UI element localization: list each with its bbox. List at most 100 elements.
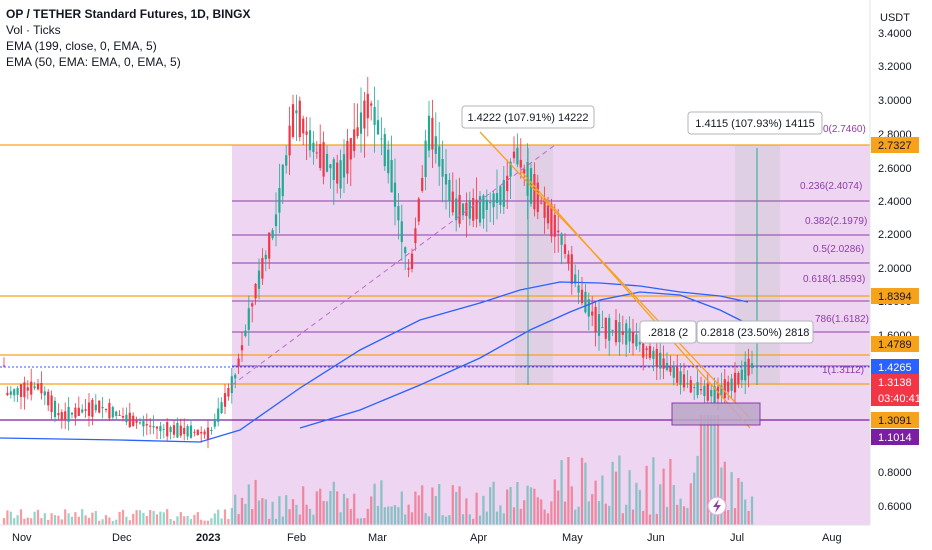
candle: [210, 426, 213, 435]
candle: [26, 380, 29, 400]
volume-indicator[interactable]: Vol · Ticks: [6, 23, 61, 37]
candle: [733, 362, 737, 403]
lightning-icon[interactable]: [707, 496, 727, 516]
candle: [686, 370, 689, 389]
volume-bar: [387, 506, 390, 525]
volume-bar: [217, 509, 220, 525]
candle: [502, 166, 505, 214]
axis-currency[interactable]: USDT: [880, 12, 910, 24]
candle: [291, 94, 295, 139]
volume-bar: [302, 486, 305, 525]
candle: [261, 248, 264, 285]
candle: [655, 341, 658, 381]
candle: [98, 400, 101, 414]
candle: [19, 383, 23, 410]
candle: [91, 397, 94, 426]
volume-bar: [291, 499, 295, 525]
candle: [169, 425, 172, 440]
measure-box-3[interactable]: 0.2818 (23.50%) 2818: [696, 320, 814, 344]
candle: [278, 163, 281, 234]
volume-bar: [47, 519, 50, 525]
volume-bar: [604, 503, 607, 525]
measure-box-2[interactable]: 1.4115 (107.93%) 14115: [687, 111, 823, 135]
volume-bar: [451, 485, 454, 525]
volume-bar: [30, 518, 33, 525]
volume-bar: [557, 490, 560, 525]
volume-bar: [495, 511, 499, 525]
volume-bar: [669, 458, 672, 525]
measure-box-2-text: 1.4115 (107.93%) 14115: [695, 118, 814, 130]
candle: [257, 258, 261, 300]
symbol-title[interactable]: OP / TETHER Standard Futures, 1D, BINGX: [6, 7, 251, 21]
volume-bar: [308, 508, 312, 525]
price-tag-text: 1.3138: [878, 377, 912, 389]
candle: [628, 316, 631, 353]
candle: [693, 384, 696, 401]
price-axis[interactable]: [870, 0, 932, 550]
volume-bar: [261, 498, 264, 525]
volume-bar: [461, 514, 465, 525]
price-tick: 3.4000: [878, 28, 912, 40]
price-tag: 2.7327: [871, 137, 919, 153]
candle: [659, 339, 662, 380]
volume-bar: [359, 518, 363, 525]
candle: [332, 157, 335, 206]
volume-bar: [179, 512, 182, 525]
candle: [512, 136, 516, 164]
measure-box-1-text: 1.4222 (107.91%) 14222: [467, 112, 588, 124]
volume-bar: [648, 514, 652, 525]
candle: [70, 412, 74, 419]
volume-bar: [733, 508, 737, 525]
price-tick: 3.2000: [878, 61, 912, 73]
candle: [64, 402, 67, 430]
measure-box-1[interactable]: 1.4222 (107.91%) 14222: [461, 105, 595, 129]
volume-bar: [580, 457, 584, 525]
volume-bar: [458, 486, 461, 525]
candle: [676, 355, 679, 387]
time-axis[interactable]: [0, 525, 932, 550]
volume-bar: [570, 486, 573, 525]
volume-bar: [380, 480, 383, 525]
candle: [665, 352, 669, 372]
volume-bar: [584, 462, 587, 525]
candle: [264, 250, 267, 272]
candle: [312, 130, 315, 165]
candle: [67, 397, 70, 431]
candle: [536, 174, 539, 220]
candle: [217, 397, 220, 427]
candle: [81, 404, 84, 414]
volume-bar: [502, 513, 505, 525]
candle: [104, 408, 108, 413]
volume-bar: [159, 511, 162, 525]
ema-50-indicator[interactable]: EMA (50, EMA: EMA, 0, EMA, 5): [6, 55, 181, 69]
ema-199-indicator[interactable]: EMA (199, close, 0, EMA, 5): [6, 39, 157, 53]
volume-bar: [281, 516, 284, 525]
fib-trend-line: [231, 144, 556, 386]
volume-bar: [332, 481, 335, 525]
candle: [404, 246, 407, 270]
candle: [407, 258, 410, 278]
candle: [115, 410, 118, 421]
candle: [611, 329, 614, 336]
volume-bar: [611, 461, 614, 525]
volume-bar: [489, 487, 492, 525]
candle: [730, 373, 733, 400]
volume-bar: [621, 513, 624, 525]
volume-bar: [50, 513, 53, 525]
volume-bar: [152, 511, 155, 525]
volume-bar: [9, 511, 12, 525]
volume-bar: [111, 520, 114, 525]
candle: [166, 418, 169, 442]
volume-bar: [424, 513, 427, 525]
price-tick: 0.6000: [878, 501, 912, 513]
volume-bar: [91, 512, 94, 525]
candle: [662, 345, 665, 380]
volume-bar: [132, 513, 135, 525]
price-tag-text: 1.8394: [878, 291, 912, 303]
volume-bar: [356, 518, 359, 525]
candle: [587, 292, 590, 331]
candle: [393, 158, 397, 226]
measure-box-4[interactable]: .2818 (2: [639, 320, 697, 344]
candle: [268, 232, 271, 270]
